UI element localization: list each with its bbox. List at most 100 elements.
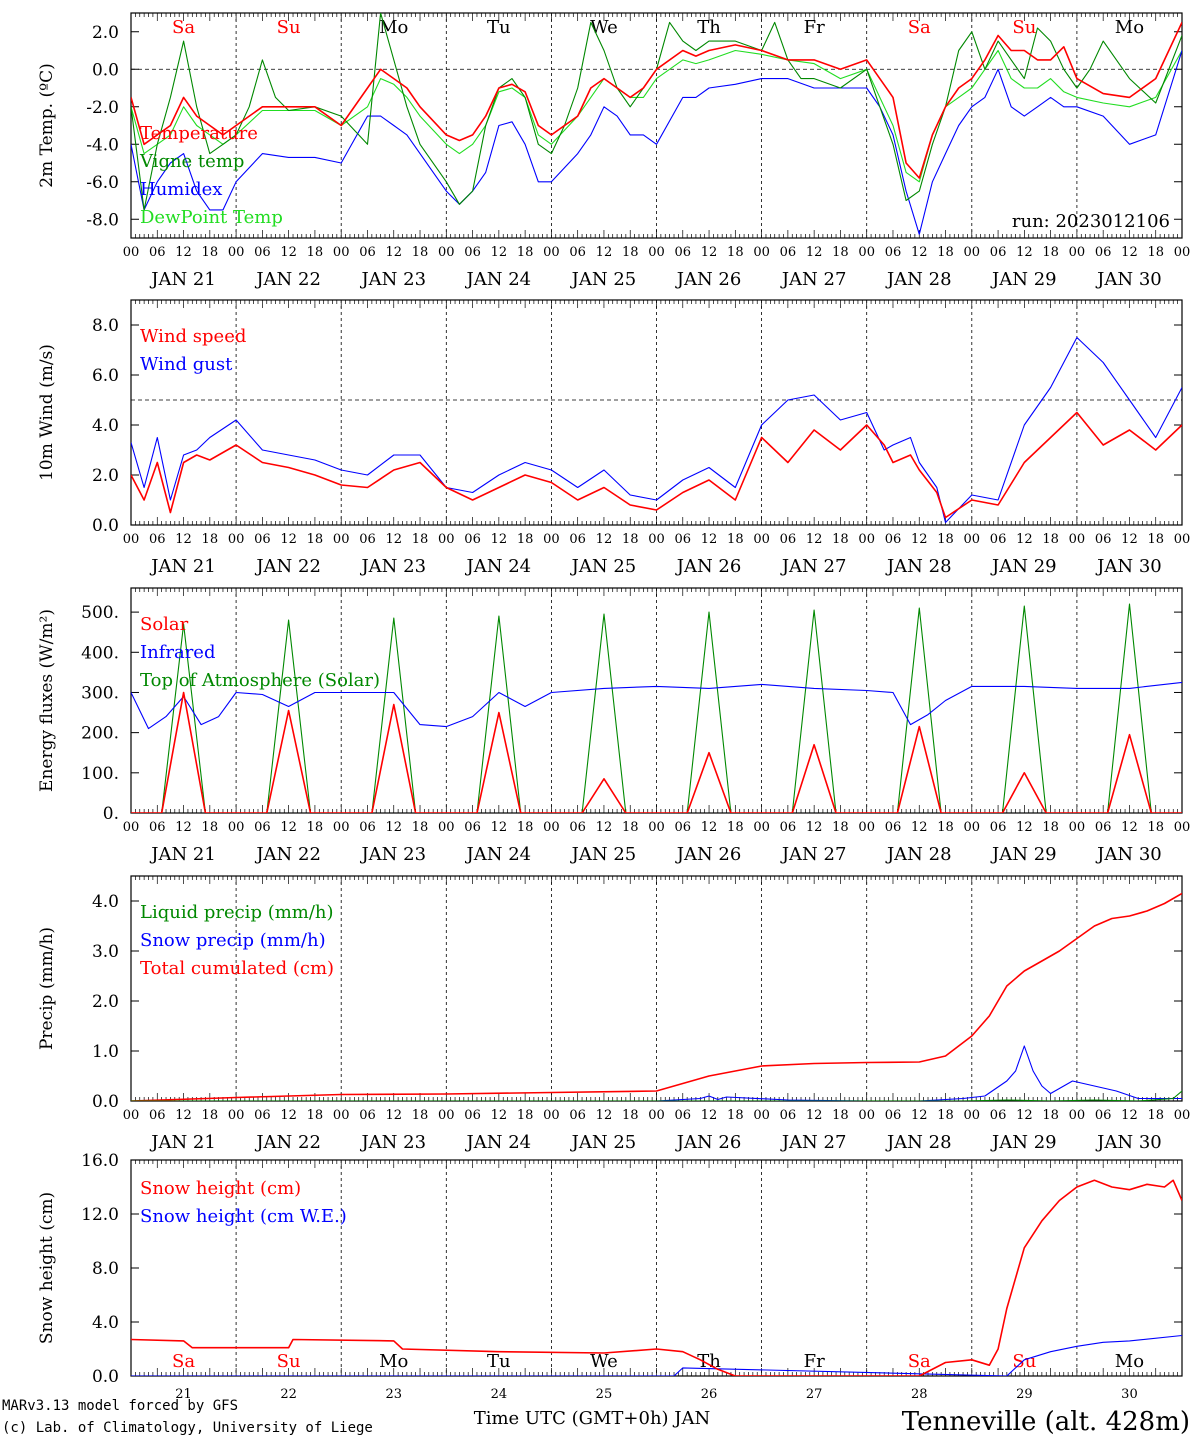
series-line-snow-height-cm-w-e-	[131, 1334, 1182, 1376]
hour-tick-label: 12	[596, 1108, 613, 1123]
hour-tick-label: 12	[1121, 532, 1138, 547]
day-label: JAN 24	[465, 844, 532, 865]
hour-tick-label: 06	[675, 1108, 692, 1123]
hour-tick-label: 06	[149, 820, 166, 835]
hour-tick-label: 12	[701, 1108, 718, 1123]
hour-tick-label: 18	[517, 532, 534, 547]
legend-entry: Humidex	[140, 179, 222, 200]
time-axis-label: Time UTC (GMT+0h) JAN	[474, 1408, 711, 1429]
hour-tick-label: 00	[438, 245, 455, 260]
hour-tick-label: 06	[464, 245, 481, 260]
hour-tick-label: 18	[727, 1108, 744, 1123]
legend-entry: Snow height (cm)	[140, 1178, 301, 1199]
hour-tick-label: 06	[675, 245, 692, 260]
day-label: JAN 29	[990, 269, 1057, 290]
hour-tick-label: 06	[359, 245, 376, 260]
hour-tick-label: 00	[228, 1108, 245, 1123]
hour-tick-label: 12	[911, 532, 928, 547]
y-tick-label: 100.	[81, 764, 119, 784]
day-label: JAN 26	[675, 1132, 742, 1153]
hour-tick-label: 12	[1016, 532, 1033, 547]
series-group	[131, 892, 1182, 1101]
hour-tick-label: 06	[990, 245, 1007, 260]
hour-tick-label: 18	[517, 245, 534, 260]
hour-tick-label: 00	[1069, 1108, 1086, 1123]
hour-tick-label: 06	[149, 532, 166, 547]
weekday-label: Sa	[172, 17, 195, 38]
legend-entry: Solar	[140, 614, 189, 635]
hour-tick-label: 18	[1042, 820, 1059, 835]
hour-tick-label: 12	[596, 820, 613, 835]
hour-tick-label: 12	[385, 820, 402, 835]
y-tick-label: -4.0	[86, 135, 119, 155]
hour-tick-label: 00	[753, 532, 770, 547]
hour-tick-label: 12	[175, 820, 192, 835]
series-group	[131, 603, 1182, 813]
day-number-label: 26	[701, 1387, 718, 1402]
hour-tick-label: 18	[1042, 1108, 1059, 1123]
weekday-label: Sa	[908, 1351, 931, 1372]
hour-tick-label: 00	[333, 820, 350, 835]
hour-tick-label: 06	[254, 532, 271, 547]
hour-tick-label: 12	[701, 820, 718, 835]
series-group	[131, 13, 1182, 235]
hour-tick-label: 00	[753, 245, 770, 260]
legend-entry: Snow precip (mm/h)	[140, 930, 326, 951]
hour-tick-label: 12	[1016, 820, 1033, 835]
hour-tick-label: 18	[832, 245, 849, 260]
hour-tick-label: 00	[858, 245, 875, 260]
hour-tick-label: 18	[622, 1108, 639, 1123]
hour-tick-label: 06	[990, 532, 1007, 547]
weekday-label: Th	[697, 17, 721, 38]
weekday-label: We	[590, 17, 618, 38]
hour-tick-label: 00	[648, 1108, 665, 1123]
hour-tick-label: 00	[333, 532, 350, 547]
hour-tick-label: 00	[753, 820, 770, 835]
y-tick-label: 8.0	[92, 316, 119, 336]
hour-tick-label: 12	[385, 1108, 402, 1123]
hour-tick-label: 18	[202, 1108, 219, 1123]
hour-tick-label: 12	[1121, 820, 1138, 835]
legend-entry: Liquid precip (mm/h)	[140, 902, 334, 923]
hour-tick-label: 12	[806, 1108, 823, 1123]
day-label: JAN 22	[254, 269, 321, 290]
hour-tick-label: 12	[701, 245, 718, 260]
hour-tick-label: 18	[937, 532, 954, 547]
hour-tick-label: 18	[202, 245, 219, 260]
day-label: JAN 30	[1095, 269, 1162, 290]
day-label: JAN 27	[780, 844, 847, 865]
hour-tick-label: 12	[491, 532, 508, 547]
y-tick-label: 6.0	[92, 366, 119, 386]
hour-tick-label: 12	[701, 532, 718, 547]
hour-tick-label: 18	[202, 532, 219, 547]
y-tick-label: 1.0	[92, 1042, 119, 1062]
hour-tick-label: 18	[1147, 532, 1164, 547]
hour-tick-label: 18	[307, 245, 324, 260]
model-credit: MARv3.13 model forced by GFS	[2, 1398, 238, 1414]
weekday-label: Su	[1012, 17, 1036, 38]
legend-entry: Wind speed	[140, 326, 246, 347]
y-tick-label: 0.	[103, 804, 119, 824]
day-label: JAN 30	[1095, 556, 1162, 577]
hour-tick-label: 18	[832, 1108, 849, 1123]
day-number-label: 29	[1016, 1387, 1033, 1402]
day-label: JAN 26	[675, 556, 742, 577]
hour-tick-label: 18	[937, 245, 954, 260]
day-number-label: 28	[911, 1387, 928, 1402]
hour-tick-label: 18	[412, 1108, 429, 1123]
hour-tick-label: 06	[149, 1108, 166, 1123]
series-line-liquid-precip-mm-h-	[131, 1090, 1182, 1101]
hour-tick-label: 00	[1174, 1108, 1191, 1123]
panel-4: 4.0 3.0 2.0 1.0 0.0 Precip (mm/h) 00 06 12 18 00 06…	[37, 875, 1191, 1153]
hour-tick-label: 00	[648, 532, 665, 547]
day-label: JAN 28	[885, 844, 952, 865]
hour-tick-label: 06	[1095, 1108, 1112, 1123]
hour-tick-label: 18	[1042, 532, 1059, 547]
day-label: JAN 28	[885, 556, 952, 577]
series-line-humidex	[131, 50, 1182, 235]
day-label: JAN 23	[359, 844, 426, 865]
y-tick-label: 4.0	[92, 892, 119, 912]
hour-tick-label: 12	[175, 532, 192, 547]
day-label: JAN 23	[359, 556, 426, 577]
